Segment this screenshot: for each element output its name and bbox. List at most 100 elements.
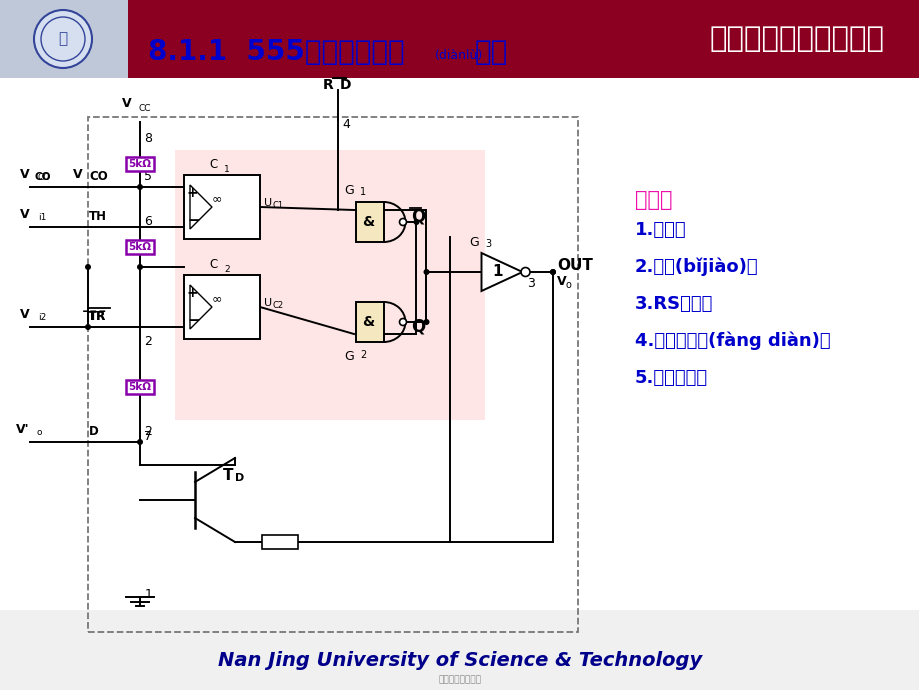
Text: 1: 1 <box>359 187 366 197</box>
Text: C2: C2 <box>273 302 284 310</box>
Text: G: G <box>344 350 354 363</box>
Text: 1.分压器: 1.分压器 <box>634 221 686 239</box>
Polygon shape <box>190 285 211 329</box>
Text: i1: i1 <box>38 213 46 222</box>
Text: ∞: ∞ <box>211 293 222 306</box>
Text: 1: 1 <box>493 264 503 279</box>
Bar <box>0 0 919 78</box>
Polygon shape <box>128 0 148 78</box>
Text: 1: 1 <box>145 589 153 602</box>
Text: C1: C1 <box>273 201 284 210</box>
Text: D: D <box>234 473 244 483</box>
Text: 结构: 结构 <box>474 38 507 66</box>
Bar <box>175 150 484 420</box>
Text: 2: 2 <box>144 426 152 439</box>
Circle shape <box>423 269 429 275</box>
Text: U: U <box>264 298 272 308</box>
Text: Q: Q <box>411 318 425 336</box>
Circle shape <box>399 319 406 326</box>
Text: i2: i2 <box>38 313 46 322</box>
Text: D: D <box>340 78 351 92</box>
Polygon shape <box>190 185 211 229</box>
Circle shape <box>85 324 91 330</box>
Text: Nan Jing University of Science & Technology: Nan Jing University of Science & Technol… <box>218 651 701 669</box>
Text: 5kΩ: 5kΩ <box>129 242 152 252</box>
Circle shape <box>423 319 429 325</box>
Text: 大: 大 <box>59 32 67 46</box>
Text: 5: 5 <box>144 170 152 184</box>
Text: D: D <box>89 426 98 439</box>
Bar <box>0 0 128 78</box>
Bar <box>262 535 298 549</box>
Text: 3: 3 <box>527 277 534 290</box>
Text: CO: CO <box>35 172 51 182</box>
Text: V: V <box>20 168 30 181</box>
Circle shape <box>550 269 555 275</box>
Text: T: T <box>222 468 233 482</box>
Circle shape <box>550 269 555 275</box>
Text: o: o <box>565 280 572 290</box>
Text: (diànlù): (diànlù) <box>435 50 482 63</box>
Text: V: V <box>122 97 131 110</box>
Bar <box>356 202 383 242</box>
Bar <box>0 50 919 610</box>
Text: 4: 4 <box>342 119 349 132</box>
Text: V: V <box>74 168 83 181</box>
Text: &: & <box>361 315 374 329</box>
Text: 8: 8 <box>144 132 152 146</box>
Circle shape <box>85 264 91 270</box>
Text: V: V <box>20 308 30 322</box>
Text: CO: CO <box>38 173 51 182</box>
Text: V: V <box>20 208 30 221</box>
Text: ∞: ∞ <box>211 193 222 206</box>
Bar <box>184 275 260 339</box>
Text: V': V' <box>17 424 30 437</box>
Circle shape <box>520 268 529 277</box>
Text: 2: 2 <box>359 350 366 360</box>
Circle shape <box>34 10 92 68</box>
Circle shape <box>137 439 142 445</box>
Text: G: G <box>344 184 354 197</box>
Text: Q: Q <box>411 208 425 226</box>
Bar <box>126 380 153 394</box>
Bar <box>0 635 919 690</box>
Text: CO: CO <box>89 170 108 184</box>
Text: U: U <box>264 198 272 208</box>
Text: V: V <box>556 275 566 288</box>
Text: 1: 1 <box>223 165 230 174</box>
Text: G: G <box>470 236 479 249</box>
Text: 3.RS锁存器: 3.RS锁存器 <box>634 295 712 313</box>
Text: 5.输出缓冲器: 5.输出缓冲器 <box>634 369 708 387</box>
Text: 2.比较(bǐjiào)器: 2.比较(bǐjiào)器 <box>634 258 758 276</box>
Text: 数字逻辑电路教学课程: 数字逻辑电路教学课程 <box>709 25 884 53</box>
Bar <box>184 175 260 239</box>
Text: 3: 3 <box>485 239 491 249</box>
Polygon shape <box>481 253 522 291</box>
Circle shape <box>399 219 406 226</box>
Text: −: − <box>187 213 199 228</box>
Text: 2: 2 <box>144 335 152 348</box>
Text: 6: 6 <box>144 215 152 228</box>
Text: o: o <box>37 428 42 437</box>
Circle shape <box>137 184 142 190</box>
Circle shape <box>413 219 419 225</box>
Text: TH: TH <box>89 210 107 224</box>
Text: 4.三极管放电(fàng diàn)管: 4.三极管放电(fàng diàn)管 <box>634 332 830 351</box>
Bar <box>126 157 153 171</box>
Circle shape <box>137 264 142 270</box>
Text: R: R <box>323 78 334 92</box>
Text: C: C <box>210 258 218 271</box>
Text: &: & <box>361 215 374 229</box>
Bar <box>126 240 153 254</box>
Text: OUT: OUT <box>556 259 592 273</box>
Text: 5kΩ: 5kΩ <box>129 159 152 169</box>
Text: −: − <box>187 313 199 328</box>
Text: ̅T̅R̅: ̅T̅R̅ <box>89 310 106 324</box>
Text: 组成：: 组成： <box>634 190 672 210</box>
Text: +: + <box>187 286 199 300</box>
Text: C: C <box>210 158 218 171</box>
Text: +: + <box>187 186 199 200</box>
Text: 5kΩ: 5kΩ <box>129 382 152 392</box>
Text: 8.1.1  555定时器的电路: 8.1.1 555定时器的电路 <box>148 38 404 66</box>
Bar <box>356 302 383 342</box>
